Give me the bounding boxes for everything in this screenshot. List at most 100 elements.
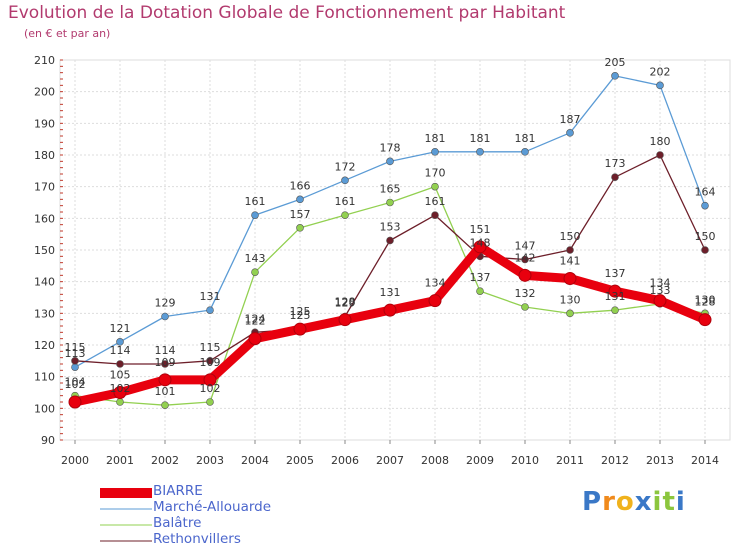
data-point [158,373,172,387]
data-label: 128 [335,296,356,309]
data-point [341,211,349,219]
data-point [431,182,439,191]
legend-label-marche-allouarde: Marché-Allouarde [153,499,272,515]
data-label: 129 [155,297,176,310]
proxiti-logo: Proxiti [582,487,686,517]
data-point [521,255,529,264]
data-label: 172 [335,160,356,173]
y-tick-label: 190 [34,117,55,130]
x-tick-label: 2003 [196,454,224,467]
data-label: 128 [695,296,716,309]
data-label: 143 [245,252,266,265]
data-label: 137 [470,271,491,284]
logo-letter: P [582,487,603,517]
data-label: 109 [155,356,176,369]
data-point [161,312,169,321]
data-point [341,176,349,185]
data-point [608,284,622,298]
data-label: 124 [245,312,266,325]
data-point [701,246,709,254]
data-label: 102 [200,382,221,395]
data-label: 151 [470,223,491,236]
data-label: 125 [290,309,311,322]
data-point [206,306,214,314]
legend-label-biarre: BIARRE [153,483,203,499]
data-point [206,357,214,365]
data-point [68,395,82,409]
data-point [431,148,439,156]
data-label: 150 [695,230,716,243]
x-tick-label: 2011 [556,454,584,467]
x-tick-label: 2008 [421,454,449,467]
data-point [566,246,574,254]
data-point [476,287,484,295]
x-tick-label: 2014 [691,454,719,467]
data-label: 133 [650,284,671,297]
data-point [386,198,394,207]
data-point [338,313,352,327]
data-label: 134 [650,277,671,290]
data-label: 129 [335,297,356,310]
data-label: 142 [515,251,536,264]
x-tick-label: 2009 [466,454,494,467]
data-label: 161 [245,195,266,208]
x-tick-label: 2013 [646,454,674,467]
data-label: 147 [515,240,536,253]
data-point [206,398,214,406]
data-label: 102 [65,378,86,391]
x-tick-label: 2000 [61,454,89,467]
data-point [428,294,442,308]
data-point [563,272,577,285]
x-tick-label: 2004 [241,454,269,467]
data-label: 181 [425,132,446,145]
data-label: 187 [560,113,581,126]
data-point [296,224,304,232]
y-tick-label: 90 [41,434,55,447]
y-tick-label: 100 [34,402,55,415]
logo-letter: i [675,487,686,517]
data-point [476,148,484,156]
data-label: 165 [380,183,401,196]
x-tick-label: 2001 [106,454,134,467]
data-label: 132 [515,287,536,300]
data-label: 131 [380,286,401,299]
data-point [656,81,664,90]
data-point [611,72,619,80]
data-label: 153 [380,221,401,234]
y-tick-label: 200 [34,86,55,99]
data-label: 137 [605,267,626,280]
data-label: 161 [335,195,356,208]
logo-letter: r [602,487,616,517]
data-label: 148 [470,236,491,249]
x-tick-label: 2002 [151,454,179,467]
y-tick-label: 170 [34,181,55,194]
data-label: 131 [200,290,221,303]
data-point [161,360,169,368]
data-point [251,268,259,276]
x-tick-label: 2006 [331,454,359,467]
data-point [566,129,574,137]
y-tick-label: 150 [34,244,55,257]
data-point [203,373,217,387]
data-point [656,151,664,159]
data-point [386,236,394,245]
chart-title: Evolution de la Dotation Globale de Fonc… [8,3,566,23]
data-label: 173 [605,157,626,170]
data-point [116,338,124,346]
data-point [71,357,79,365]
data-point [293,322,307,336]
data-label: 166 [290,179,311,192]
data-label: 115 [65,341,86,354]
data-point [518,268,532,282]
data-label: 104 [65,376,86,389]
data-point [473,240,487,254]
legend-swatch-rethonvillers [100,540,152,542]
data-label: 181 [515,132,536,145]
data-label: 131 [605,290,626,303]
logo-letter: o [615,487,635,517]
data-label: 181 [470,132,491,145]
data-point [386,157,394,166]
y-tick-label: 210 [34,54,55,67]
data-label: 102 [110,382,131,395]
data-point [566,309,574,318]
